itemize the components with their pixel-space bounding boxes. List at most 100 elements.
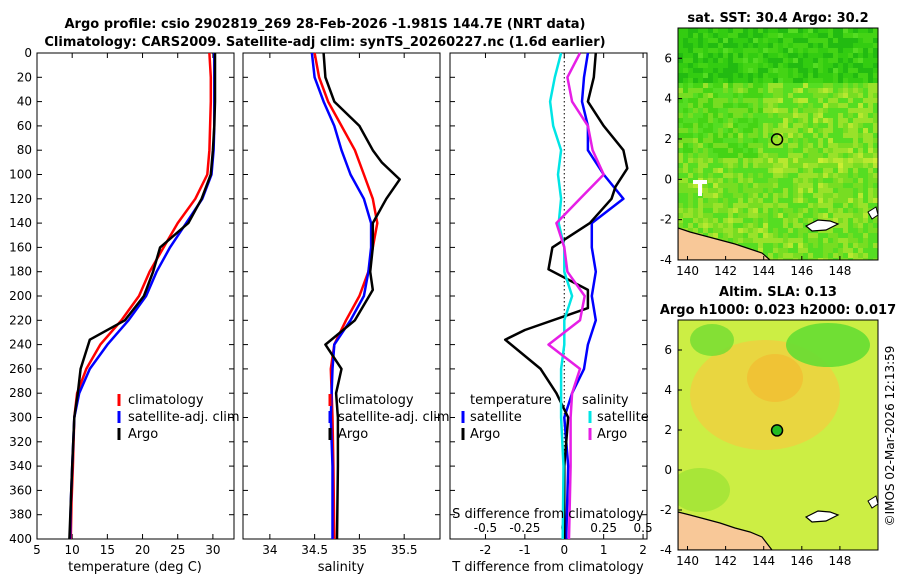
sst-cell xyxy=(693,183,698,188)
sst-cell xyxy=(748,98,753,103)
sst-cell xyxy=(748,243,753,248)
sst-cell xyxy=(873,103,878,108)
sst-cell xyxy=(868,153,873,158)
sst-cell xyxy=(708,38,713,43)
temperature-legend: climatology satellite-adj. clim Argo xyxy=(117,393,240,442)
sst-cell xyxy=(693,53,698,58)
x-tick-label: -2 xyxy=(479,543,491,557)
sst-cell xyxy=(848,73,853,78)
sst-cell xyxy=(723,168,728,173)
sla-map-title-line2: Argo h1000: 0.023 h2000: 0.017 xyxy=(660,303,896,318)
sst-cell xyxy=(748,113,753,118)
sst-cell xyxy=(768,138,773,143)
sst-cell xyxy=(718,108,723,113)
sst-cell xyxy=(833,238,838,243)
sst-cell xyxy=(768,233,773,238)
x-tick-label: 0 xyxy=(560,543,568,557)
sst-cell xyxy=(803,123,808,128)
sst-cell xyxy=(833,248,838,253)
sst-cell xyxy=(778,113,783,118)
sst-cell xyxy=(693,148,698,153)
sst-cell xyxy=(728,138,733,143)
sst-cell xyxy=(693,123,698,128)
sst-cell xyxy=(683,133,688,138)
sst-cell xyxy=(708,28,713,33)
sst-cell xyxy=(733,133,738,138)
sst-cell xyxy=(758,188,763,193)
series-argo xyxy=(322,52,401,540)
sst-cell xyxy=(818,128,823,133)
sst-cell xyxy=(688,28,693,33)
sst-cell xyxy=(868,113,873,118)
sst-cell xyxy=(853,123,858,128)
sst-cell xyxy=(788,108,793,113)
sst-cell xyxy=(783,93,788,98)
sst-cell xyxy=(703,93,708,98)
sst-cell xyxy=(873,143,878,148)
sst-cell xyxy=(708,183,713,188)
sst-cell xyxy=(713,168,718,173)
sst-cell xyxy=(858,198,863,203)
sst-cell xyxy=(683,158,688,163)
sst-cell xyxy=(808,83,813,88)
sst-cell xyxy=(683,173,688,178)
sst-cell xyxy=(838,173,843,178)
sst-cell xyxy=(873,138,878,143)
sst-cell xyxy=(868,58,873,63)
sst-cell xyxy=(753,98,758,103)
sst-cell xyxy=(813,128,818,133)
sst-cell xyxy=(848,253,853,258)
sst-cell xyxy=(773,88,778,93)
sst-cell xyxy=(708,188,713,193)
sst-cell xyxy=(683,213,688,218)
sst-cell xyxy=(773,93,778,98)
sst-cell xyxy=(753,113,758,118)
sst-cell xyxy=(828,168,833,173)
sst-cell xyxy=(738,58,743,63)
sst-cell xyxy=(798,73,803,78)
sst-cell xyxy=(773,38,778,43)
sst-cell xyxy=(763,168,768,173)
sst-cell xyxy=(733,38,738,43)
sst-cell xyxy=(848,233,853,238)
sst-cell xyxy=(698,143,703,148)
sst-cell xyxy=(753,93,758,98)
sst-cell xyxy=(818,123,823,128)
sst-cell xyxy=(698,223,703,228)
sst-cell xyxy=(728,63,733,68)
sst-cell xyxy=(853,193,858,198)
sst-cell xyxy=(773,228,778,233)
sst-cell xyxy=(693,168,698,173)
sst-cell xyxy=(808,198,813,203)
sst-cell xyxy=(848,173,853,178)
sst-cell xyxy=(868,148,873,153)
sst-cell xyxy=(873,238,878,243)
sst-cell xyxy=(803,253,808,258)
sst-cell xyxy=(873,218,878,223)
sst-cell xyxy=(838,243,843,248)
sst-cell xyxy=(763,228,768,233)
sst-cell xyxy=(863,93,868,98)
sst-cell xyxy=(758,238,763,243)
sst-cell xyxy=(793,173,798,178)
sst-cell xyxy=(828,163,833,168)
sst-cell xyxy=(813,123,818,128)
sst-cell xyxy=(728,48,733,53)
sst-cell xyxy=(783,108,788,113)
sst-cell xyxy=(863,133,868,138)
sst-cell xyxy=(813,83,818,88)
sst-cell xyxy=(833,48,838,53)
sst-cell xyxy=(683,148,688,153)
sst-cell xyxy=(793,133,798,138)
sst-cell xyxy=(678,133,683,138)
sst-cell xyxy=(823,258,828,260)
sst-cell xyxy=(768,198,773,203)
sst-cell xyxy=(728,213,733,218)
sst-cell xyxy=(723,143,728,148)
map-y-tick-label: 6 xyxy=(664,343,672,357)
sst-cell xyxy=(858,113,863,118)
sst-cell xyxy=(698,38,703,43)
sst-cell xyxy=(858,243,863,248)
sst-cell xyxy=(758,153,763,158)
sst-cell xyxy=(808,168,813,173)
